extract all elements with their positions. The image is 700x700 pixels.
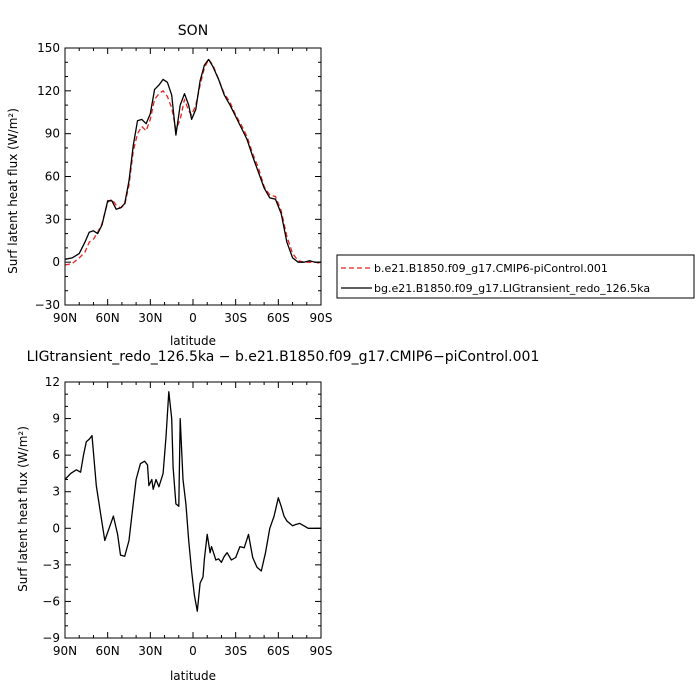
bottom-y-tick-label: 6 bbox=[52, 448, 60, 462]
bottom-y-tick-label: −3 bbox=[42, 558, 60, 572]
top-y-tick-label: −30 bbox=[35, 298, 60, 312]
bottom-y-tick-label: −6 bbox=[42, 594, 60, 608]
bottom-y-tick-label: 3 bbox=[52, 485, 60, 499]
bottom-x-tick-label: 30N bbox=[138, 644, 162, 658]
top-plot-frame bbox=[64, 47, 322, 306]
top-x-tick-label: 30N bbox=[138, 311, 162, 325]
top-y-tick-label: 60 bbox=[45, 170, 60, 184]
top-y-tick-label: 0 bbox=[52, 255, 60, 269]
top-series-line-1 bbox=[64, 58, 321, 263]
top-x-axis-label: latitude bbox=[170, 334, 216, 348]
top-x-tick-label: 90S bbox=[310, 311, 333, 325]
legend: b.e21.B1850.f09_g17.CMIP6-piControl.001 … bbox=[336, 254, 695, 299]
top-y-tick-label: 90 bbox=[45, 127, 60, 141]
bottom-y-axis-label: Surf latent heat flux (W/m²) bbox=[16, 426, 30, 592]
bottom-plot-lines bbox=[64, 391, 321, 612]
top-x-tick-label: 30S bbox=[224, 311, 247, 325]
top-x-tick-label: 0 bbox=[189, 311, 197, 325]
bottom-plot-frame bbox=[64, 381, 322, 639]
top-y-tick-label: 150 bbox=[37, 41, 60, 55]
top-panel: SON latitude Surf latent heat flux (W/m²… bbox=[6, 23, 332, 348]
top-y-tick-label: 120 bbox=[37, 84, 60, 98]
bottom-x-tick-label: 60S bbox=[267, 644, 290, 658]
bottom-y-tick-label: 0 bbox=[52, 521, 60, 535]
bottom-y-tick-label: 12 bbox=[45, 375, 60, 389]
top-y-tick-label: 30 bbox=[45, 212, 60, 226]
legend-label-control: b.e21.B1850.f09_g17.CMIP6-piControl.001 bbox=[374, 262, 608, 275]
bottom-axes: 90N 60N 30N 0 30S 60S 90S −9 −6 −3 0 3 6 9 12 bbox=[42, 375, 332, 658]
bottom-x-tick-label: 0 bbox=[189, 644, 197, 658]
top-x-tick-label: 90N bbox=[53, 311, 77, 325]
bottom-x-tick-label: 30S bbox=[224, 644, 247, 658]
legend-box bbox=[336, 254, 695, 299]
top-x-tick-label: 60N bbox=[96, 311, 120, 325]
bottom-x-tick-label: 90N bbox=[53, 644, 77, 658]
bottom-x-tick-label: 60N bbox=[96, 644, 120, 658]
top-axes: 90N 60N 30N 0 30S 60S 90S −30 0 30 60 90 120 150 bbox=[35, 41, 333, 325]
bottom-y-tick-label: 9 bbox=[52, 412, 60, 426]
top-plot-lines bbox=[64, 58, 322, 266]
top-title: SON bbox=[178, 23, 208, 39]
bottom-series-line-0 bbox=[64, 391, 321, 612]
top-x-tick-label: 60S bbox=[267, 311, 290, 325]
bottom-x-axis-label: latitude bbox=[170, 669, 216, 683]
bottom-y-tick-label: −9 bbox=[42, 631, 60, 645]
bottom-panel: LIGtransient_redo_126.5ka − b.e21.B1850.… bbox=[16, 349, 539, 683]
top-y-axis-label: Surf latent heat flux (W/m²) bbox=[6, 108, 20, 274]
bottom-title: LIGtransient_redo_126.5ka − b.e21.B1850.… bbox=[27, 349, 540, 365]
top-series-line-0 bbox=[64, 58, 322, 266]
legend-label-ligtransient: bg.e21.B1850.f09_g17.LIGtransient_redo_1… bbox=[374, 282, 650, 295]
bottom-x-tick-label: 90S bbox=[310, 644, 333, 658]
